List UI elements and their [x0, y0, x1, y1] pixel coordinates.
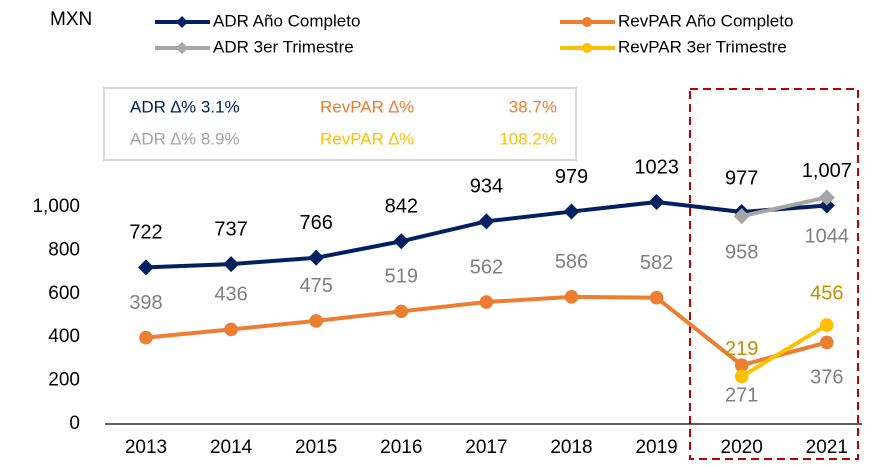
- marker: [138, 259, 154, 276]
- annotation: RevPAR ∆%: [320, 129, 414, 148]
- x-tick-label: 2015: [295, 437, 337, 458]
- legend-marker: [176, 42, 188, 54]
- series-line: [740, 323, 828, 379]
- data-label: 1,007: [802, 160, 852, 182]
- marker: [733, 208, 750, 225]
- data-label: 766: [300, 212, 333, 234]
- annotation: RevPAR ∆%: [320, 97, 414, 116]
- y-tick-label: 800: [48, 239, 80, 260]
- legend-label: RevPAR Año Completo: [618, 11, 793, 30]
- marker: [478, 213, 495, 230]
- data-label: 219: [725, 338, 758, 360]
- x-tick-label: 2013: [125, 437, 167, 458]
- y-tick-label: 0: [69, 413, 80, 434]
- data-label: 376: [810, 367, 843, 389]
- legend-label: RevPAR 3er Trimestre: [618, 37, 787, 56]
- marker: [308, 249, 325, 266]
- data-label: 456: [810, 282, 843, 304]
- x-tick-label: 2017: [465, 437, 507, 458]
- marker: [734, 358, 749, 372]
- annotation: ADR ∆% 8.9%: [130, 129, 240, 148]
- marker: [139, 330, 153, 345]
- data-label: 398: [129, 292, 162, 314]
- marker: [394, 304, 409, 319]
- legend-label: ADR Año Completo: [213, 11, 360, 30]
- marker: [734, 369, 749, 384]
- data-label: 958: [725, 241, 758, 263]
- data-label: 1023: [634, 156, 679, 178]
- annotation: 108.2%: [499, 129, 557, 148]
- annotation: ADR ∆% 3.1%: [130, 97, 240, 116]
- annotation-box: [103, 87, 577, 161]
- y-tick-label: 200: [48, 370, 80, 391]
- x-tick-label: 2019: [635, 437, 677, 458]
- marker: [820, 335, 834, 350]
- annotation: 38.7%: [509, 97, 557, 116]
- legend-marker: [582, 17, 592, 27]
- data-label: 586: [555, 251, 588, 273]
- data-label: 562: [470, 256, 503, 278]
- data-label: 271: [725, 384, 758, 406]
- marker: [479, 295, 494, 309]
- y-tick-label: 400: [48, 326, 80, 347]
- marker: [818, 189, 835, 206]
- marker: [648, 194, 665, 211]
- data-label: 475: [300, 275, 333, 297]
- data-label: 977: [725, 167, 758, 189]
- data-label: 436: [214, 284, 247, 306]
- legend-marker: [176, 16, 188, 28]
- highlight-box: [689, 88, 859, 460]
- marker: [820, 318, 834, 332]
- data-label: 934: [470, 176, 503, 198]
- y-unit-label: MXN: [50, 9, 92, 30]
- data-label: 582: [640, 252, 673, 274]
- marker: [309, 314, 324, 328]
- marker: [649, 290, 664, 305]
- x-tick-label: 2020: [721, 437, 763, 458]
- data-label: 842: [385, 196, 418, 218]
- data-label: 722: [129, 222, 162, 244]
- data-label: 1044: [805, 226, 850, 248]
- data-label: 979: [555, 166, 588, 188]
- y-tick-label: 600: [48, 283, 80, 304]
- marker: [563, 203, 580, 220]
- x-tick-label: 2021: [806, 437, 848, 458]
- series-line: [741, 195, 828, 219]
- legend-marker: [582, 43, 592, 53]
- x-tick-label: 2014: [210, 437, 253, 458]
- marker: [564, 290, 579, 304]
- data-label: 519: [385, 266, 418, 288]
- marker: [818, 197, 835, 214]
- x-tick-label: 2018: [550, 437, 592, 458]
- x-tick-label: 2016: [380, 437, 422, 458]
- marker: [223, 256, 240, 273]
- marker: [224, 322, 238, 337]
- y-tick-label: 1,000: [32, 196, 80, 217]
- data-label: 737: [214, 218, 247, 240]
- marker: [393, 233, 410, 250]
- legend-label: ADR 3er Trimestre: [213, 37, 354, 56]
